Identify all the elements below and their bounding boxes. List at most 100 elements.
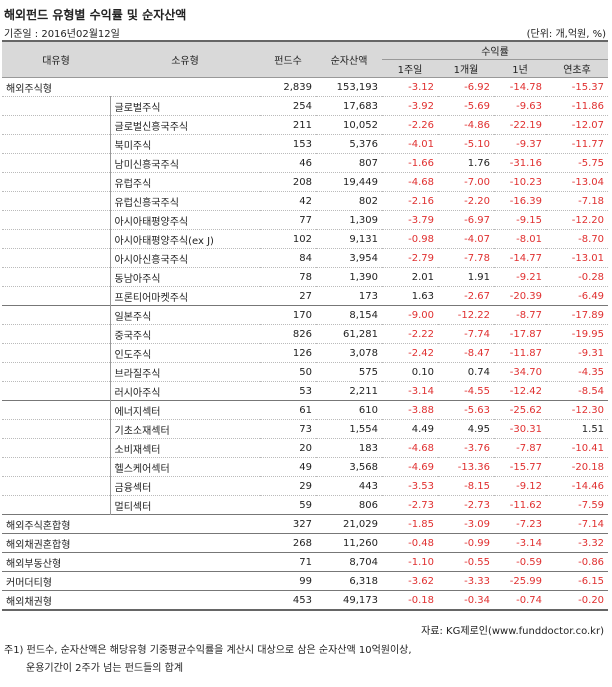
value-cell: 8,154 — [316, 305, 382, 325]
column-header: 펀드수 — [260, 40, 316, 78]
value-cell: -4.35 — [546, 362, 609, 382]
value-cell: -12.22 — [438, 305, 494, 325]
value-cell: -1.66 — [382, 153, 438, 173]
minor-type: 아시아태평양주식 — [109, 210, 260, 230]
major-type: 해외부동산형 — [2, 552, 110, 572]
minor-type: 에너지섹터 — [109, 400, 260, 420]
column-header: 1개월 — [438, 59, 494, 78]
minor-type: 프론티어마켓주식 — [109, 286, 260, 306]
value-cell: -34.70 — [494, 362, 546, 382]
value-cell: -7.18 — [546, 191, 609, 211]
row: 해외채권혼합형 268 11,260 -0.48 -0.99 -3.14 -3.32 — [2, 533, 609, 553]
value-cell: -31.16 — [494, 153, 546, 173]
minor-type: 일본주식 — [109, 305, 260, 325]
value-cell: -0.28 — [546, 267, 609, 287]
value-cell: -3.09 — [438, 514, 494, 534]
row: 인도주식 126 3,078 -2.42 -8.47 -11.87 -9.31 — [2, 343, 609, 363]
value-cell: 8,704 — [316, 552, 382, 572]
value-cell: -0.48 — [382, 533, 438, 553]
value-cell: 183 — [316, 438, 382, 458]
value-cell: 27 — [260, 286, 316, 306]
row: 유럽주식 208 19,449 -4.68 -7.00 -10.23 -13.04 — [2, 172, 609, 192]
blank-cell — [2, 438, 110, 458]
value-cell: 61,281 — [316, 324, 382, 344]
major-type: 커머더티형 — [2, 571, 110, 591]
blank-cell — [2, 172, 110, 192]
value-cell: -0.74 — [494, 590, 546, 611]
blank-cell — [110, 571, 260, 591]
blank-cell — [2, 191, 110, 211]
value-cell: -2.73 — [382, 495, 438, 515]
row: 중국주식 826 61,281 -2.22 -7.74 -17.87 -19.95 — [2, 324, 609, 344]
value-cell: 173 — [316, 286, 382, 306]
value-cell: 0.74 — [438, 362, 494, 382]
value-cell: 0.10 — [382, 362, 438, 382]
row: 글로벌신흥국주식 211 10,052 -2.26 -4.86 -22.19 -12.07 — [2, 115, 609, 135]
row: 일본주식 170 8,154 -9.00 -12.22 -8.77 -17.89 — [2, 305, 609, 325]
value-cell: -4.01 — [382, 134, 438, 154]
value-cell: 11,260 — [316, 533, 382, 553]
blank-cell — [2, 96, 110, 116]
value-cell: -25.62 — [494, 400, 546, 420]
value-cell: -5.10 — [438, 134, 494, 154]
value-cell: -12.07 — [546, 115, 609, 135]
value-cell: -4.55 — [438, 381, 494, 401]
value-cell: 1,554 — [316, 419, 382, 439]
value-cell: 254 — [260, 96, 316, 116]
value-cell: -7.14 — [546, 514, 609, 534]
value-cell: -2.22 — [382, 324, 438, 344]
value-cell: 5,376 — [316, 134, 382, 154]
value-cell: -0.86 — [546, 552, 609, 572]
value-cell: -22.19 — [494, 115, 546, 135]
value-cell: 73 — [260, 419, 316, 439]
value-cell: -4.69 — [382, 457, 438, 477]
value-cell: -2.42 — [382, 343, 438, 363]
value-cell: 2,211 — [316, 381, 382, 401]
table-body: 해외주식형 2,839 153,193 -3.12 -6.92 -14.78 -15.37 글… — [2, 77, 609, 611]
value-cell: 53 — [260, 381, 316, 401]
value-cell: 1,390 — [316, 267, 382, 287]
group-header: 수익률 — [382, 40, 609, 60]
row: 유럽신흥국주식 42 802 -2.16 -2.20 -16.39 -7.18 — [2, 191, 609, 211]
minor-type: 기초소재섹터 — [109, 419, 260, 439]
value-cell: 6,318 — [316, 571, 382, 591]
column-header: 순자산액 — [316, 40, 382, 78]
value-cell: -0.55 — [438, 552, 494, 572]
minor-type: 금융섹터 — [109, 476, 260, 496]
row: 아시아신흥국주식 84 3,954 -2.79 -7.78 -14.77 -13.01 — [2, 248, 609, 268]
blank-cell — [2, 400, 110, 420]
value-cell: -3.76 — [438, 438, 494, 458]
row: 아시아태평양주식(ex J) 102 9,131 -0.98 -4.07 -8.01 -8.… — [2, 229, 609, 249]
value-cell: -13.01 — [546, 248, 609, 268]
value-cell: -11.86 — [546, 96, 609, 116]
blank-cell — [2, 362, 110, 382]
value-cell: 2.01 — [382, 267, 438, 287]
value-cell: 211 — [260, 115, 316, 135]
fund-table: 대유형 소유형 펀드수 순자산액 수익률 1주일 1개월 1년 연초후 해외주식… — [2, 40, 609, 611]
value-cell: -17.87 — [494, 324, 546, 344]
value-cell: -8.77 — [494, 305, 546, 325]
value-cell: 9,131 — [316, 229, 382, 249]
value-cell: 807 — [316, 153, 382, 173]
row: 러시아주식 53 2,211 -3.14 -4.55 -12.42 -8.54 — [2, 381, 609, 401]
row: 금융섹터 29 443 -3.53 -8.15 -9.12 -14.46 — [2, 476, 609, 496]
value-cell: 802 — [316, 191, 382, 211]
value-cell: 4.49 — [382, 419, 438, 439]
value-cell: 1.63 — [382, 286, 438, 306]
value-cell: -15.77 — [494, 457, 546, 477]
row: 글로벌주식 254 17,683 -3.92 -5.69 -9.63 -11.86 — [2, 96, 609, 116]
value-cell: -30.31 — [494, 419, 546, 439]
value-cell: -0.99 — [438, 533, 494, 553]
value-cell: -10.23 — [494, 172, 546, 192]
value-cell: -3.12 — [382, 77, 438, 97]
minor-type: 유럽주식 — [109, 172, 260, 192]
value-cell: 1.91 — [438, 267, 494, 287]
value-cell: -14.46 — [546, 476, 609, 496]
blank-cell — [2, 267, 110, 287]
value-cell: -3.33 — [438, 571, 494, 591]
major-type: 해외채권형 — [2, 590, 110, 611]
row: 해외부동산형 71 8,704 -1.10 -0.55 -0.59 -0.86 — [2, 552, 609, 572]
minor-type: 인도주식 — [109, 343, 260, 363]
value-cell: -2.73 — [438, 495, 494, 515]
row: 브라질주식 50 575 0.10 0.74 -34.70 -4.35 — [2, 362, 609, 382]
